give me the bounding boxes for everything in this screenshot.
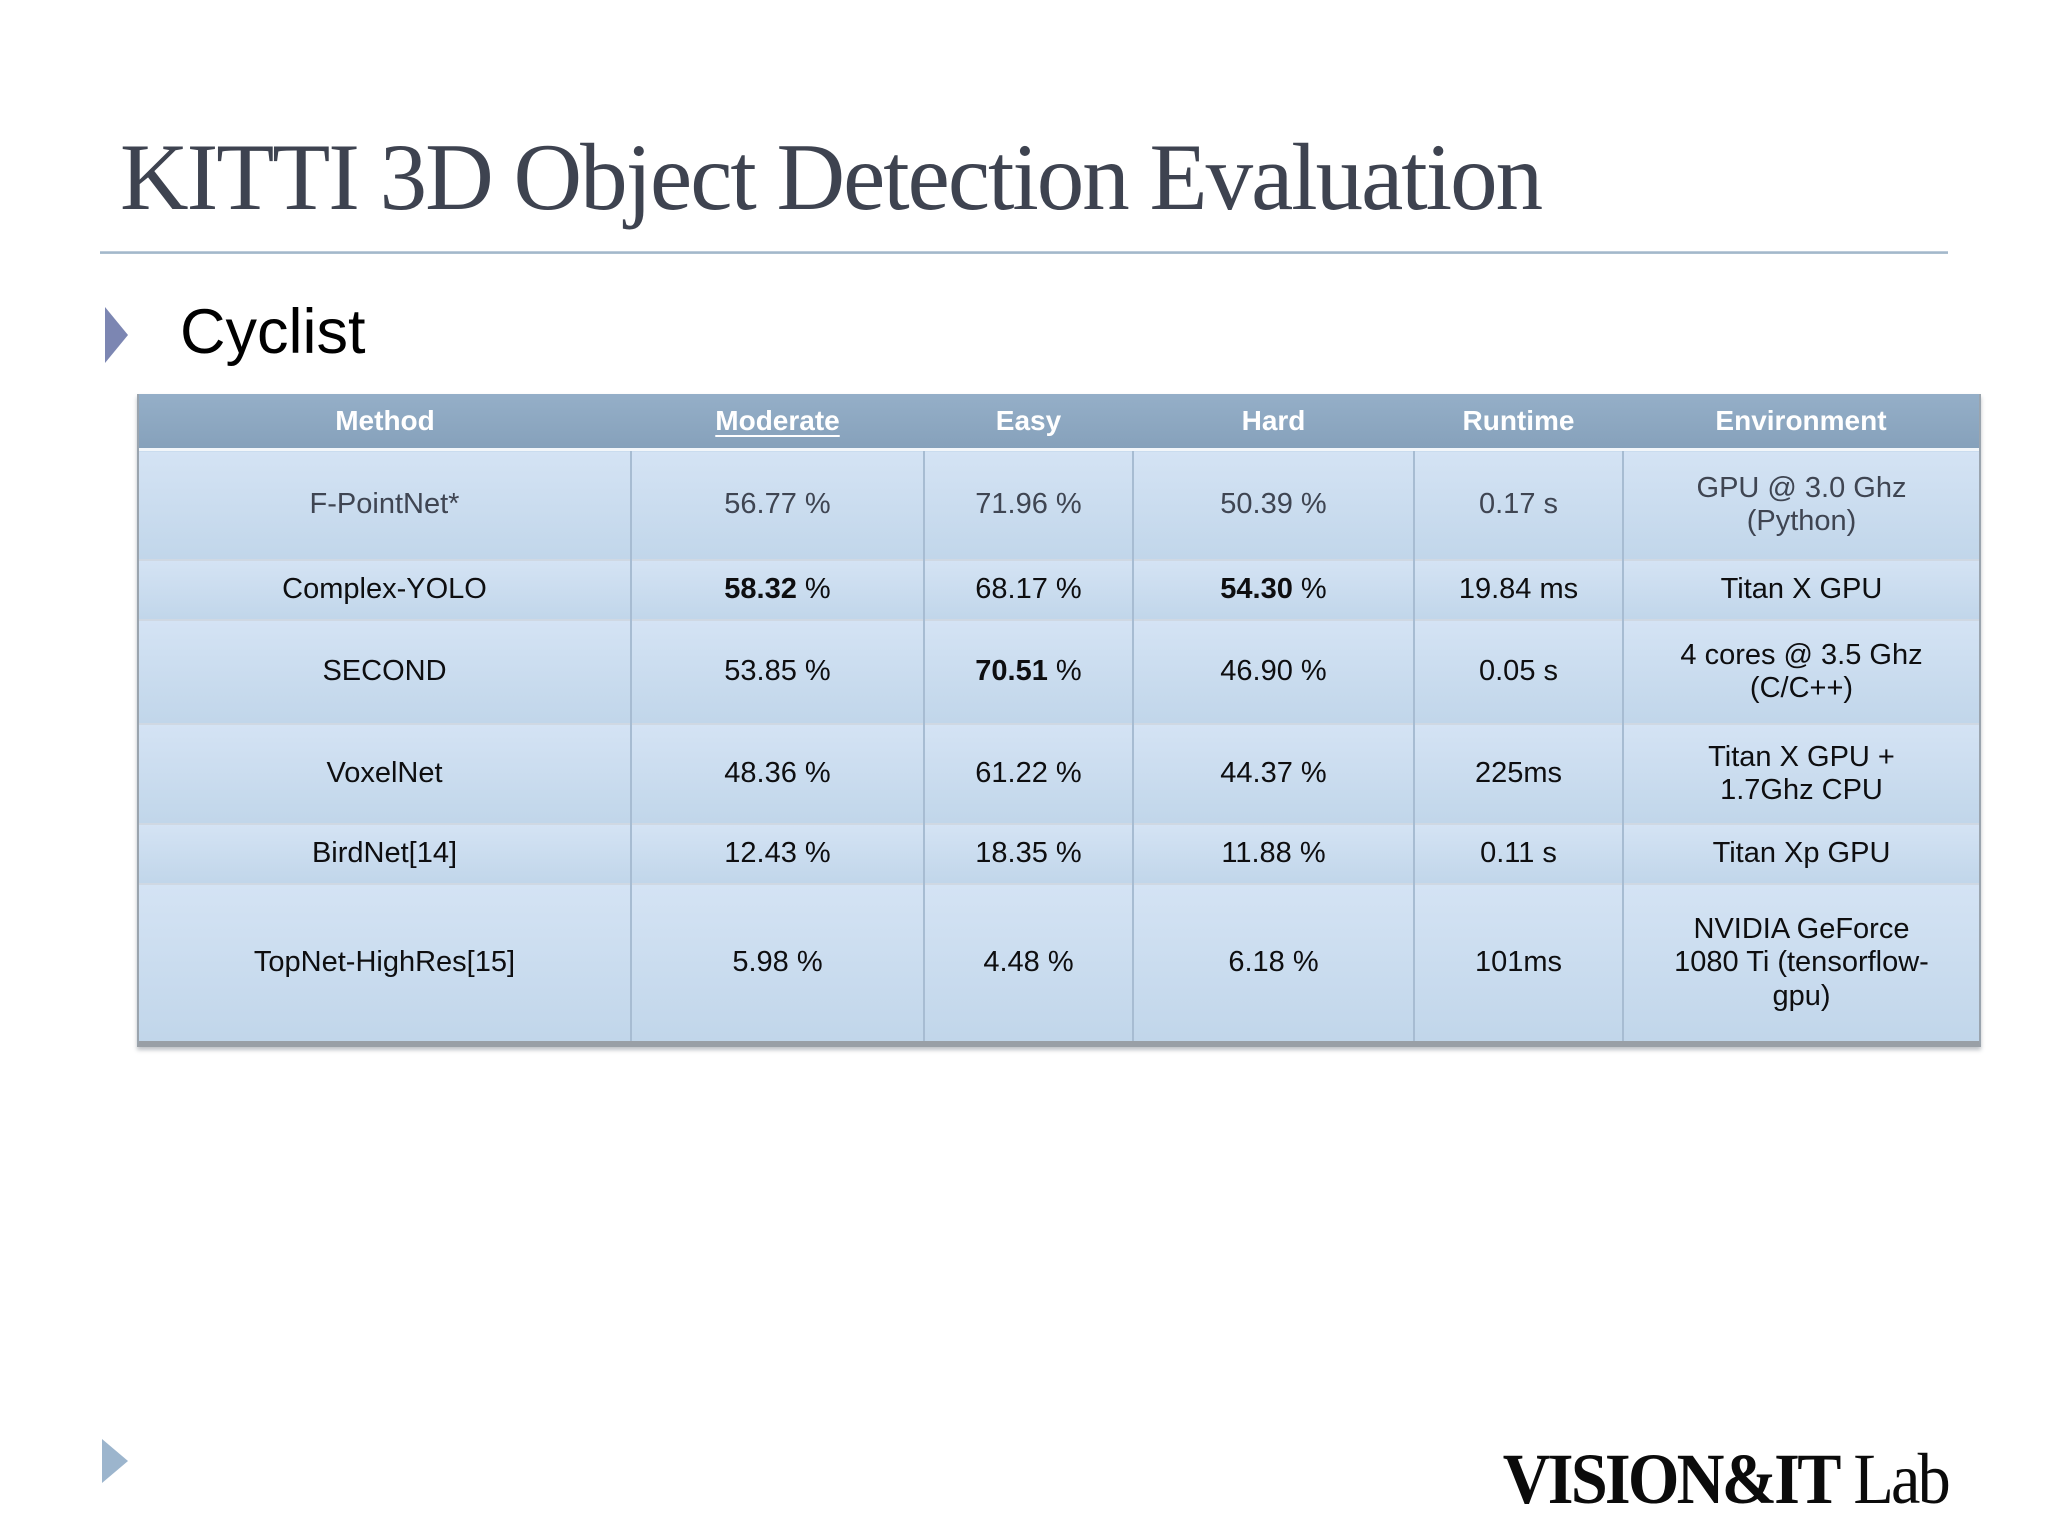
header-moderate: Moderate <box>631 394 924 450</box>
cell-runtime: 0.11 s <box>1413 823 1623 884</box>
table-row: Complex-YOLO 58.32 % 68.17 % 54.30 % 19.… <box>139 559 1979 620</box>
cell-method: SECOND <box>139 619 631 724</box>
cell-easy: 70.51 % <box>923 619 1133 724</box>
cell-easy: 61.22 % <box>923 723 1133 824</box>
page-title: KITTI 3D Object Detection Evaluation <box>120 124 1543 230</box>
table-header-row: Method Moderate Easy Hard Runtime Enviro… <box>139 394 1979 450</box>
cell-method: F-PointNet* <box>139 448 631 560</box>
header-method: Method <box>139 394 631 450</box>
header-easy: Easy <box>924 394 1133 450</box>
slide-nav-arrow-icon <box>102 1439 128 1483</box>
cell-runtime: 19.84 ms <box>1413 559 1623 620</box>
cell-easy: 71.96 % <box>923 448 1133 560</box>
cell-easy: 68.17 % <box>923 559 1133 620</box>
cell-moderate: 12.43 % <box>630 823 924 884</box>
cell-environment: GPU @ 3.0 Ghz (Python) <box>1622 448 1979 560</box>
header-runtime: Runtime <box>1414 394 1623 450</box>
cell-hard: 50.39 % <box>1132 448 1414 560</box>
bullet-label: Cyclist <box>180 297 366 367</box>
bullet-triangle-icon <box>105 307 128 363</box>
cell-moderate: 48.36 % <box>630 723 924 824</box>
cell-method: TopNet-HighRes[15] <box>139 883 631 1041</box>
cell-method: Complex-YOLO <box>139 559 631 620</box>
cell-moderate: 5.98 % <box>630 883 924 1041</box>
cell-moderate: 58.32 % <box>630 559 924 620</box>
cell-easy: 4.48 % <box>923 883 1133 1041</box>
cell-runtime: 225ms <box>1413 723 1623 824</box>
cell-runtime: 101ms <box>1413 883 1623 1041</box>
table-row: F-PointNet* 56.77 % 71.96 % 50.39 % 0.17… <box>139 448 1979 560</box>
table-row: VoxelNet 48.36 % 61.22 % 44.37 % 225ms T… <box>139 723 1979 824</box>
cell-hard: 11.88 % <box>1132 823 1414 884</box>
results-table: Method Moderate Easy Hard Runtime Enviro… <box>137 394 1981 1047</box>
header-environment: Environment <box>1623 394 1979 450</box>
cell-easy: 18.35 % <box>923 823 1133 884</box>
cell-environment: Titan Xp GPU <box>1622 823 1979 884</box>
cell-moderate: 56.77 % <box>630 448 924 560</box>
header-hard: Hard <box>1133 394 1414 450</box>
lab-logo-sub: Lab <box>1853 1439 1950 1519</box>
cell-environment: NVIDIA GeForce 1080 Ti (tensorflow- gpu) <box>1622 883 1979 1041</box>
title-divider <box>100 251 1948 254</box>
table-row: BirdNet[14] 12.43 % 18.35 % 11.88 % 0.11… <box>139 823 1979 884</box>
cell-method: BirdNet[14] <box>139 823 631 884</box>
cell-environment: Titan X GPU + 1.7Ghz CPU <box>1622 723 1979 824</box>
bullet-item-cyclist: Cyclist <box>105 296 366 368</box>
cell-runtime: 0.05 s <box>1413 619 1623 724</box>
cell-hard: 46.90 % <box>1132 619 1414 724</box>
table-row: SECOND 53.85 % 70.51 % 46.90 % 0.05 s 4 … <box>139 619 1979 724</box>
lab-logo-main: VISION&IT <box>1502 1439 1842 1519</box>
cell-hard: 6.18 % <box>1132 883 1414 1041</box>
cell-environment: Titan X GPU <box>1622 559 1979 620</box>
cell-hard: 44.37 % <box>1132 723 1414 824</box>
table-row: TopNet-HighRes[15] 5.98 % 4.48 % 6.18 % … <box>139 883 1979 1041</box>
lab-logo: VISION&IT Lab <box>1502 1438 1951 1521</box>
cell-method: VoxelNet <box>139 723 631 824</box>
cell-environment: 4 cores @ 3.5 Ghz (C/C++) <box>1622 619 1979 724</box>
cell-runtime: 0.17 s <box>1413 448 1623 560</box>
cell-hard: 54.30 % <box>1132 559 1414 620</box>
cell-moderate: 53.85 % <box>630 619 924 724</box>
